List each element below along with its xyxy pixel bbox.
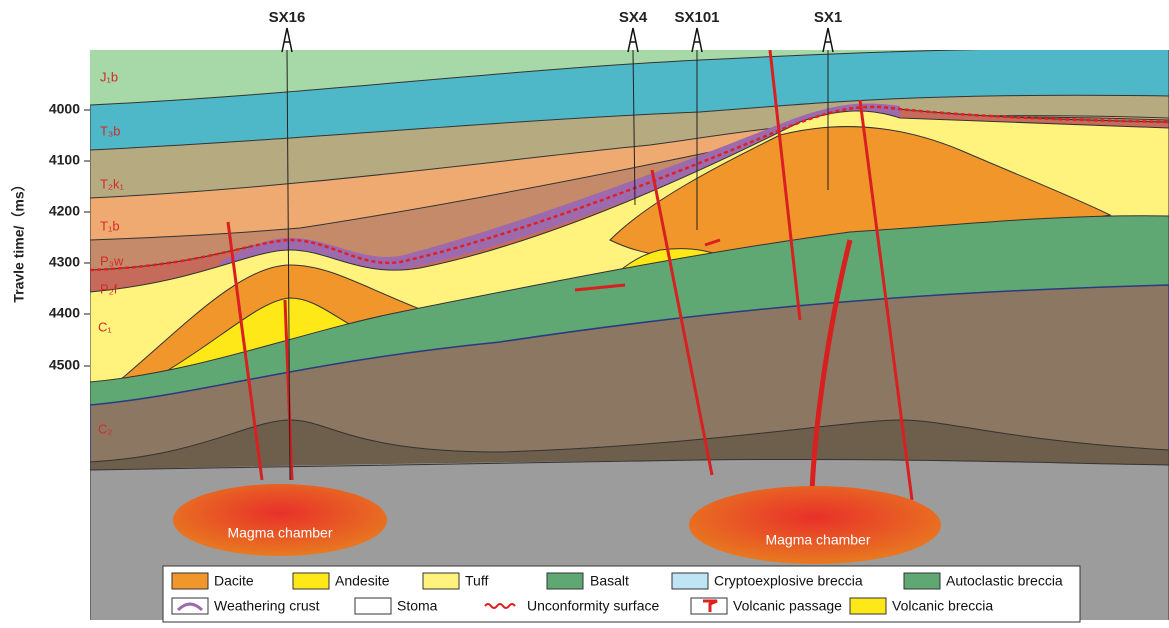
chamber-label: Magma chamber (227, 525, 332, 541)
layer-label: J₁b (100, 69, 118, 84)
layer-label: P₃w (100, 253, 124, 268)
layer-label: T₁b (100, 218, 120, 233)
layer-label: T₃b (100, 123, 120, 138)
chamber-label: Magma chamber (765, 532, 870, 548)
tick-label: 4300 (49, 254, 80, 270)
section (90, 50, 1169, 620)
legend-label: Volcanic breccia (892, 598, 993, 614)
tick-label: 4400 (49, 305, 80, 321)
legend-label: Tuff (465, 573, 488, 589)
legend-label: Unconformity surface (527, 598, 659, 614)
layer-label: C₁ (98, 319, 112, 334)
well-label: SX4 (619, 9, 648, 26)
legend-label: Dacite (214, 573, 254, 589)
tick-label: 4100 (49, 152, 80, 168)
layer-label: P₂f (100, 281, 118, 296)
tick-label: 4500 (49, 357, 80, 373)
tick-label: 4200 (49, 203, 80, 219)
layer-label: C₂ (98, 421, 112, 436)
well-label: SX16 (269, 9, 306, 26)
axis-label: Travle time/（ms） (11, 177, 27, 302)
layer-label: T₂k₁ (100, 176, 124, 191)
well-label: SX101 (674, 9, 719, 26)
tick-label: 4000 (49, 101, 80, 117)
legend-label: Weathering crust (214, 598, 320, 614)
legend-label: Stoma (397, 598, 438, 614)
well-label: SX1 (814, 9, 842, 26)
legend-label: Basalt (590, 573, 629, 589)
legend-label: Volcanic passage (733, 598, 842, 614)
legend-label: Autoclastic breccia (946, 573, 1063, 589)
legend-label: Andesite (335, 573, 390, 589)
legend-label: Cryptoexplosive breccia (714, 573, 863, 589)
